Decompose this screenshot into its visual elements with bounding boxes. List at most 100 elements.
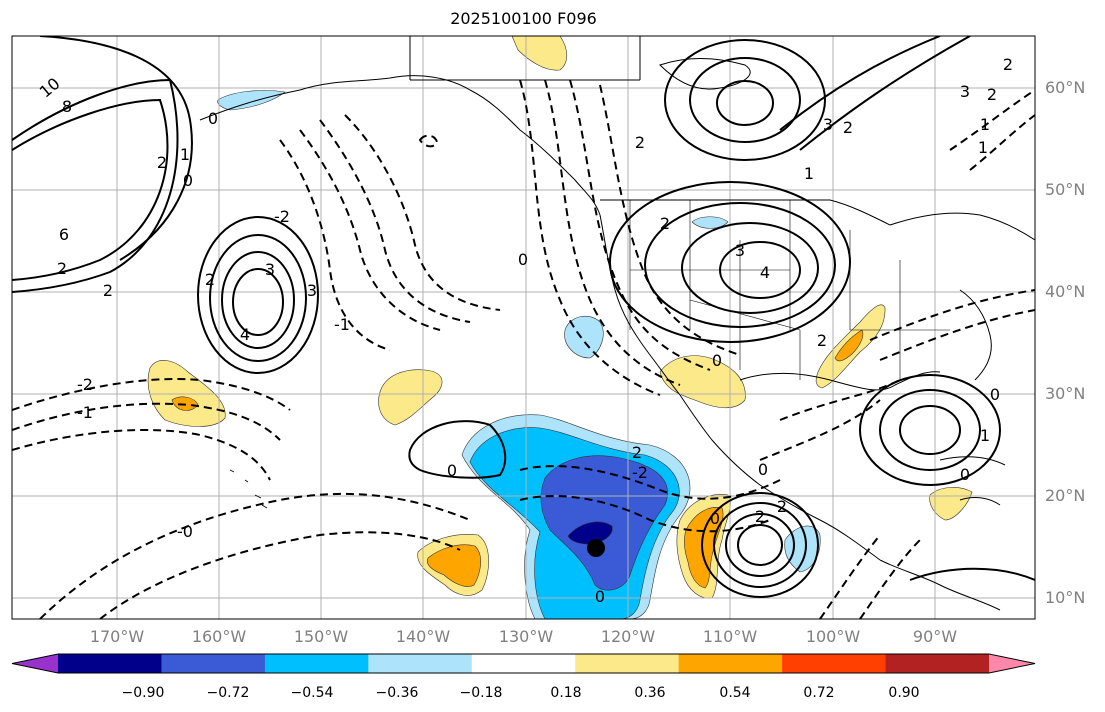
colorbar-segment — [885, 654, 990, 673]
contour-label: 1 — [978, 138, 988, 157]
contour-neg-5 — [99, 531, 461, 619]
lon-label-110w: 110°W — [703, 627, 758, 646]
contour-label: -0 — [177, 522, 193, 541]
colorbar-segment — [678, 654, 783, 673]
contour-label: 0 — [710, 509, 720, 528]
contour-label: -2 — [77, 375, 93, 394]
contour-label: 2 — [632, 443, 642, 462]
lat-label-20n: 20°N — [1045, 486, 1085, 505]
longitude-labels: 170°W 160°W 150°W 140°W 130°W 120°W 110°… — [90, 627, 957, 646]
contour-label: 2 — [57, 259, 67, 278]
contour-west-us-3 — [681, 222, 819, 314]
contour-label: 1 — [804, 164, 814, 183]
contour-neg-canada-2 — [969, 114, 1035, 171]
contour-label: 4 — [240, 325, 250, 344]
colorbar-tick-label: −0.18 — [460, 685, 503, 701]
contour-label: 2 — [843, 118, 853, 137]
dashed-contours — [12, 79, 1035, 619]
contour-neg-sw-2 — [519, 495, 771, 533]
contour-neg-trough-2 — [544, 79, 681, 386]
colorbar-tick-label: 0.90 — [888, 685, 919, 701]
state-borders — [629, 200, 950, 380]
contour-east-flow-1 — [779, 36, 941, 131]
contour-label: -1 — [334, 315, 350, 334]
contour-neg-gulf-4 — [279, 139, 391, 351]
positive-anomaly-medium-3 — [427, 544, 481, 587]
contour-label: 0 — [712, 351, 722, 370]
contour-label: 0 — [208, 109, 218, 128]
positive-anomaly-light-2 — [378, 369, 443, 426]
contour-east-flow-2 — [799, 36, 971, 151]
contour-label: 2 — [987, 85, 997, 104]
contour-east-2 — [879, 389, 981, 471]
positive-anomaly-medium-1 — [171, 396, 199, 411]
contour-canada-2 — [689, 57, 801, 143]
lat-label-40n: 40°N — [1045, 282, 1085, 301]
contour-label: 0 — [518, 250, 528, 269]
contour-neg-east-4 — [879, 309, 1035, 361]
contour-label: 0 — [447, 461, 457, 480]
contour-label: -2 — [632, 463, 648, 482]
contour-neg-east-1 — [779, 379, 901, 421]
hawaii — [229, 469, 268, 509]
contour-label: 0 — [990, 385, 1000, 404]
colorbar-tick-label: 0.72 — [803, 685, 834, 701]
contour-west-us-4 — [719, 241, 801, 299]
lon-label-100w: 100°W — [806, 627, 861, 646]
lat-label-30n: 30°N — [1045, 384, 1085, 403]
positive-anomaly-medium-6 — [834, 329, 864, 362]
positive-anomaly-light-1 — [147, 360, 226, 427]
contour-west-us-2 — [644, 202, 836, 328]
contour-neg-east-3 — [869, 289, 1035, 341]
contour-label: 1 — [980, 115, 990, 134]
contour-neg-gulf-2 — [319, 119, 471, 323]
colorbar-tick-label: 0.54 — [719, 685, 750, 701]
contour-high-c1 — [197, 216, 319, 374]
colorbar — [11, 653, 1036, 674]
contour-label: 0 — [960, 465, 970, 484]
colorbar-segment — [575, 654, 680, 673]
lon-label-160w: 160°W — [192, 627, 247, 646]
colorbar-tick-label: −0.54 — [291, 685, 334, 701]
contour-neg-trough-4 — [599, 84, 741, 356]
cuba-caribbean — [939, 456, 1006, 506]
colorbar-tick-label: −0.90 — [122, 685, 165, 701]
negative-anomaly-light-4 — [217, 90, 286, 111]
colorbar-tick-label: −0.36 — [376, 685, 419, 701]
colorbar-extend-high — [989, 654, 1035, 673]
alaska-coast — [199, 75, 601, 216]
contour-east-3 — [899, 405, 961, 455]
colorbar-tick-label: 0.18 — [550, 685, 581, 701]
lon-label-170w: 170°W — [90, 627, 145, 646]
latitude-labels: 60°N 50°N 40°N 30°N 20°N 10°N — [1045, 78, 1085, 607]
contour-label: 0 — [758, 460, 768, 479]
contour-label: 2 — [755, 507, 765, 526]
colorbar-tick-label: −0.72 — [207, 685, 250, 701]
contour-neg-gulf-3 — [344, 114, 501, 311]
lat-label-50n: 50°N — [1045, 180, 1085, 199]
contour-label: -1 — [77, 403, 93, 422]
contour-label: 0 — [595, 587, 605, 606]
colorbar-tick-labels: −0.90 −0.72 −0.54 −0.36 −0.18 0.18 0.36 … — [122, 685, 920, 701]
contour-label: 2 — [205, 270, 215, 289]
lat-label-10n: 10°N — [1045, 588, 1085, 607]
lon-label-140w: 140°W — [396, 627, 451, 646]
contour-neg-pacific-far — [859, 539, 921, 619]
negative-anomaly-light-5 — [691, 216, 729, 229]
contour-west-big-3 — [39, 36, 193, 261]
map-frame — [11, 35, 1036, 620]
contour-labels: 10 8 6 2 2 1 0 3 3 4 2 2 0 2 3 4 -2 -1 -… — [36, 55, 1013, 606]
colorbar-segment — [368, 654, 473, 673]
contour-ep-1 — [701, 492, 819, 598]
contour-label: 2 — [777, 497, 787, 516]
hudson-bay — [659, 58, 751, 90]
contour-label: 3 — [960, 82, 970, 101]
contour-neg-loop — [418, 134, 439, 148]
lon-label-120w: 120°W — [601, 627, 656, 646]
colorbar-outline — [11, 653, 1036, 674]
contour-label: 2 — [157, 153, 167, 172]
contour-canada-3 — [716, 80, 774, 126]
shaded-anomaly-layer — [147, 36, 973, 619]
lat-label-60n: 60°N — [1045, 78, 1085, 97]
contour-label: 3 — [265, 260, 275, 279]
